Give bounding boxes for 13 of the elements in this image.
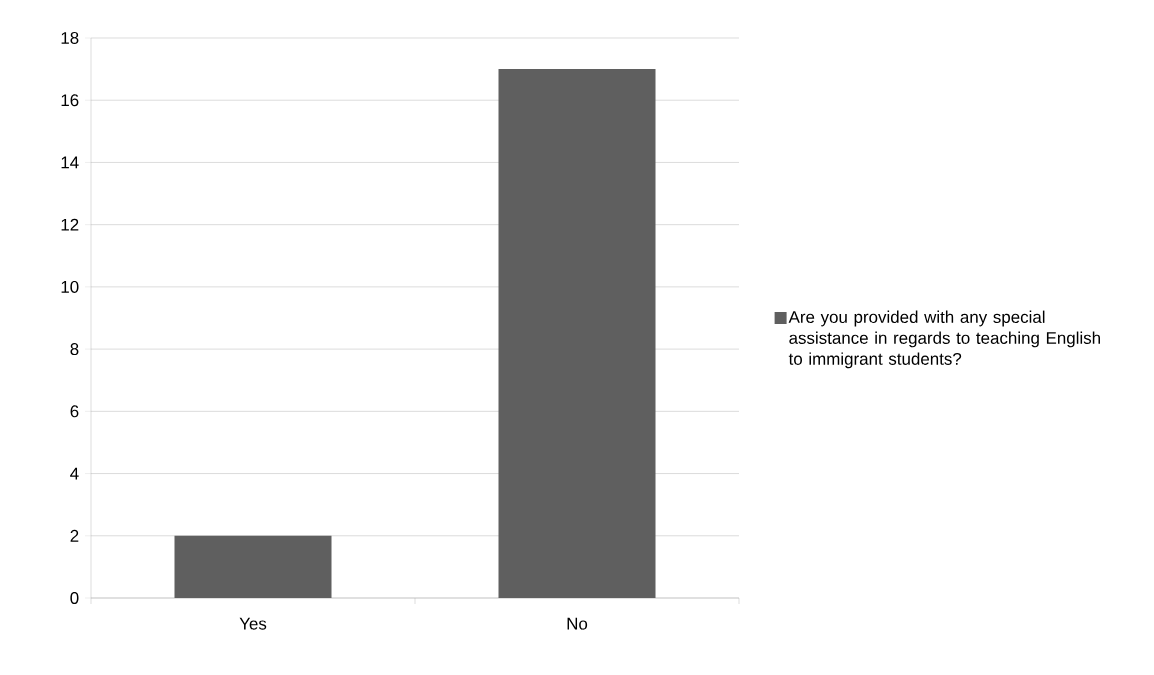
y-tick-label: 6 [70, 405, 79, 418]
y-tick-label: 4 [70, 467, 79, 480]
y-tick-label: 18 [61, 32, 79, 44]
y-tick-label: 0 [70, 592, 79, 604]
y-tick-label: 10 [61, 280, 79, 293]
y-tick-label: 12 [61, 218, 79, 231]
x-tick-label: Yes [239, 617, 267, 630]
legend-label: Are you provided with any special assistance in regards to teaching English to immigrant students? [788, 310, 1100, 369]
y-tick-label: 2 [70, 529, 79, 542]
y-tick-label: 8 [70, 343, 79, 356]
x-tick-label: No [567, 617, 588, 630]
y-tick-label: 14 [61, 156, 79, 169]
y-tick-label: 16 [61, 94, 79, 107]
